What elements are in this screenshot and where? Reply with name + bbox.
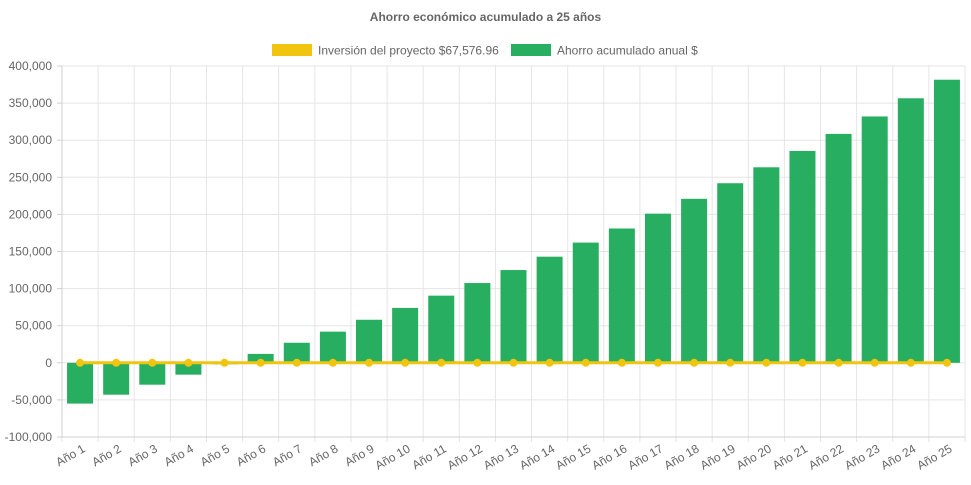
bar[interactable] bbox=[608, 228, 635, 363]
y-tick-label: 350,000 bbox=[9, 96, 53, 110]
x-tick-label: Año 6 bbox=[234, 441, 268, 469]
bar[interactable] bbox=[500, 270, 527, 363]
line-point[interactable] bbox=[256, 358, 265, 367]
legend-swatch[interactable] bbox=[272, 44, 312, 56]
line-point[interactable] bbox=[545, 358, 554, 367]
x-axis: Año 1 Año 2 Año 3 Año 4 Año 5 Año 6 Año 7 Año 8… bbox=[53, 436, 965, 473]
x-tick-label: Año 1 bbox=[53, 441, 87, 469]
line-point[interactable] bbox=[437, 358, 446, 367]
line-point[interactable] bbox=[473, 358, 482, 367]
line-point[interactable] bbox=[726, 358, 735, 367]
line-point[interactable] bbox=[112, 358, 121, 367]
legend: Inversión del proyecto $67,576.96 Ahorro … bbox=[272, 44, 698, 58]
x-tick-label: Año 25 bbox=[914, 441, 954, 472]
legend-label[interactable]: Inversión del proyecto $67,576.96 bbox=[318, 44, 499, 58]
bar[interactable] bbox=[897, 98, 924, 363]
line-point[interactable] bbox=[509, 358, 518, 367]
line-point[interactable] bbox=[148, 358, 157, 367]
x-tick-label: Año 4 bbox=[162, 441, 196, 469]
x-tick-label: Año 8 bbox=[306, 441, 340, 469]
bar[interactable] bbox=[825, 133, 852, 363]
line-point[interactable] bbox=[328, 358, 337, 367]
x-tick-label: Año 13 bbox=[481, 441, 521, 472]
bar[interactable] bbox=[536, 256, 563, 363]
x-tick-label: Año 15 bbox=[553, 441, 593, 472]
bar[interactable] bbox=[139, 362, 166, 385]
line-point[interactable] bbox=[184, 358, 193, 367]
x-tick-label: Año 20 bbox=[734, 441, 774, 472]
x-tick-label: Año 7 bbox=[270, 441, 304, 469]
x-tick-label: Año 22 bbox=[806, 441, 846, 472]
bar[interactable] bbox=[103, 362, 130, 395]
bar[interactable] bbox=[247, 353, 274, 363]
line-point[interactable] bbox=[617, 358, 626, 367]
line-point[interactable] bbox=[798, 358, 807, 367]
x-tick-label: Año 2 bbox=[90, 441, 124, 469]
line-point[interactable] bbox=[690, 358, 699, 367]
x-tick-label: Año 11 bbox=[410, 441, 449, 472]
line-point[interactable] bbox=[581, 358, 590, 367]
x-tick-label: Año 16 bbox=[589, 441, 629, 472]
bar-series bbox=[67, 79, 960, 404]
bar[interactable] bbox=[717, 183, 744, 363]
y-tick-label: 250,000 bbox=[9, 170, 53, 184]
y-tick-label: 150,000 bbox=[9, 245, 53, 259]
x-tick-label: Año 24 bbox=[878, 441, 918, 472]
x-tick-label: Año 14 bbox=[517, 441, 557, 472]
x-tick-label: Año 9 bbox=[342, 441, 376, 469]
y-tick-label: 0 bbox=[45, 356, 52, 370]
line-series bbox=[76, 358, 951, 367]
y-tick-label: -50,000 bbox=[11, 393, 52, 407]
x-tick-label: Año 10 bbox=[373, 441, 413, 472]
line-point[interactable] bbox=[762, 358, 771, 367]
line-point[interactable] bbox=[220, 358, 229, 367]
bar[interactable] bbox=[464, 283, 491, 363]
y-axis: -100,000 -50,000 0 50,000 100,000 150,000 200,… bbox=[5, 59, 63, 444]
x-tick-label: Año 17 bbox=[626, 441, 666, 472]
x-tick-label: Año 21 bbox=[770, 441, 810, 472]
bar[interactable] bbox=[175, 362, 202, 375]
x-tick-label: Año 19 bbox=[698, 441, 738, 472]
bar[interactable] bbox=[428, 295, 455, 363]
y-tick-label: 100,000 bbox=[9, 282, 53, 296]
bar[interactable] bbox=[753, 167, 780, 363]
line-point[interactable] bbox=[870, 358, 879, 367]
bar[interactable] bbox=[392, 307, 419, 363]
line-point[interactable] bbox=[365, 358, 374, 367]
y-tick-label: 300,000 bbox=[9, 133, 53, 147]
line-point[interactable] bbox=[906, 358, 915, 367]
bar[interactable] bbox=[356, 319, 383, 363]
line-point[interactable] bbox=[401, 358, 410, 367]
x-tick-label: Año 5 bbox=[198, 441, 232, 469]
line-point[interactable] bbox=[76, 358, 85, 367]
x-tick-label: Año 23 bbox=[842, 441, 882, 472]
bar[interactable] bbox=[644, 213, 671, 363]
bar[interactable] bbox=[67, 362, 94, 404]
bar[interactable] bbox=[789, 150, 816, 363]
y-tick-label: 200,000 bbox=[9, 207, 53, 221]
legend-label[interactable]: Ahorro acumulado anual $ bbox=[557, 44, 698, 58]
y-tick-label: 400,000 bbox=[9, 59, 53, 73]
bar[interactable] bbox=[681, 198, 708, 363]
bar[interactable] bbox=[319, 331, 346, 363]
line-point[interactable] bbox=[653, 358, 662, 367]
x-tick-label: Año 18 bbox=[662, 441, 702, 472]
chart-title: Ahorro económico acumulado a 25 años bbox=[370, 10, 602, 24]
bar[interactable] bbox=[861, 116, 888, 363]
bar[interactable] bbox=[933, 79, 960, 363]
y-tick-label: -100,000 bbox=[5, 430, 53, 444]
legend-swatch[interactable] bbox=[511, 44, 551, 56]
x-tick-label: Año 12 bbox=[445, 441, 485, 472]
bar[interactable] bbox=[283, 342, 310, 363]
line-point[interactable] bbox=[834, 358, 843, 367]
x-tick-label: Año 3 bbox=[126, 441, 160, 469]
bar[interactable] bbox=[572, 242, 599, 363]
line-point[interactable] bbox=[942, 358, 951, 367]
line-point[interactable] bbox=[292, 358, 301, 367]
y-tick-label: 50,000 bbox=[15, 319, 52, 333]
